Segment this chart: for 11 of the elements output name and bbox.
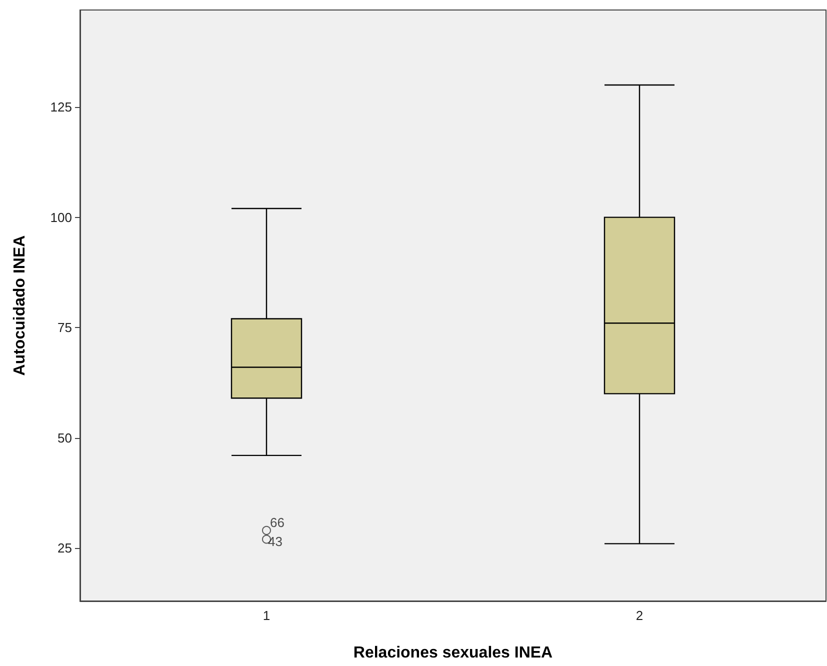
annotation: 66	[270, 514, 284, 530]
x-tick-label: 1	[262, 608, 270, 623]
y-axis-title: Autocuidado INEA	[12, 234, 28, 376]
y-tick-label: 75	[58, 320, 72, 336]
x-tick-label: 2	[636, 608, 644, 623]
y-tick-label: 25	[58, 540, 72, 556]
y-tick-label: 50	[58, 430, 72, 446]
y-tick-label: 100	[50, 210, 72, 225]
annotation: 43	[268, 534, 282, 549]
x-axis-title: Relaciones sexuales INEA	[353, 644, 554, 662]
y-tick-label: 125	[50, 100, 72, 115]
